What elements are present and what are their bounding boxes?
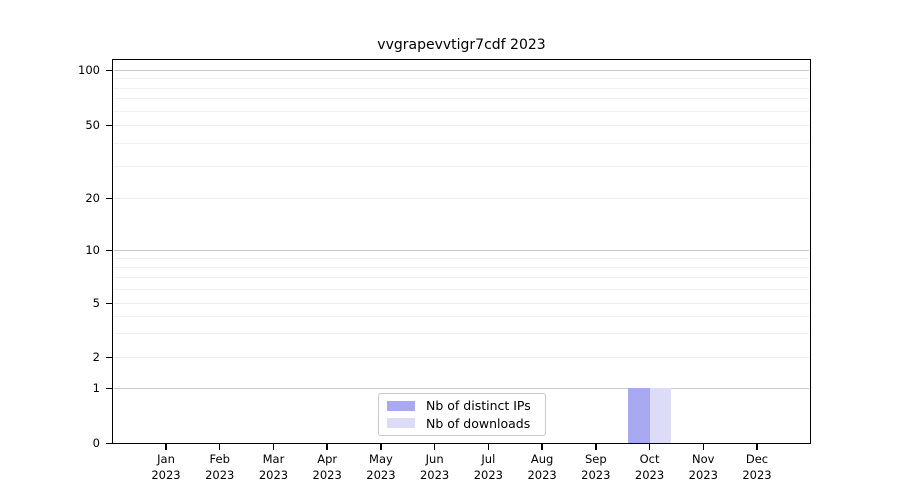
x-axis-tick-feb	[219, 444, 221, 450]
y-axis-tick-10	[106, 249, 113, 251]
minor-gridline-y-60	[114, 110, 809, 112]
legend-swatch-downloads	[387, 418, 415, 429]
gridline-y-50	[114, 125, 809, 126]
minor-gridline-y-30	[114, 165, 809, 167]
x-axis-tick-apr	[326, 444, 328, 450]
y-tick-label-20: 20	[85, 191, 100, 205]
y-tick-label-5: 5	[92, 296, 100, 310]
x-axis-tick-may	[380, 444, 382, 450]
x-tick-label-dec: Dec 2023	[742, 452, 772, 482]
x-axis-tick-dec	[756, 444, 758, 450]
minor-gridline-y-9	[114, 258, 809, 260]
y-tick-label-100: 100	[78, 63, 100, 77]
x-axis-tick-jun	[433, 444, 436, 450]
minor-gridline-y-70	[114, 98, 809, 100]
x-tick-label-aug: Aug 2023	[527, 452, 557, 482]
x-tick-label-jun: Jun 2023	[419, 452, 450, 482]
minor-gridline-y-90	[114, 78, 809, 80]
gridline-y-100	[114, 70, 809, 71]
legend: Nb of distinct IPs Nb of downloads	[378, 393, 546, 436]
y-axis-tick-100	[106, 69, 113, 71]
x-tick-label-oct: Oct 2023	[634, 452, 665, 482]
x-axis-tick-mar	[272, 444, 275, 450]
y-tick-label-1: 1	[92, 381, 100, 395]
gridline-y-5	[114, 303, 809, 304]
x-tick-label-mar: Mar 2023	[258, 452, 289, 482]
minor-gridline-y-7	[114, 277, 809, 279]
x-axis-tick-sep	[595, 444, 597, 450]
y-tick-label-0: 0	[92, 436, 100, 450]
legend-label-downloads: Nb of downloads	[426, 415, 531, 431]
plot-border	[112, 59, 811, 444]
y-tick-label-10: 10	[85, 243, 100, 257]
y-axis-tick-5	[106, 302, 113, 304]
x-axis-tick-nov	[702, 444, 704, 450]
x-tick-label-jan: Jan 2023	[151, 452, 181, 482]
minor-gridline-y-80	[114, 87, 809, 89]
legend-row-downloads: Nb of downloads	[387, 416, 537, 431]
x-axis-tick-oct	[648, 444, 651, 450]
x-tick-label-may: May 2023	[366, 452, 396, 482]
x-tick-label-feb: Feb 2023	[205, 452, 235, 482]
gridline-y-20	[114, 198, 809, 199]
y-axis-tick-20	[106, 197, 113, 199]
x-axis-tick-aug	[541, 444, 543, 450]
x-tick-label-sep: Sep 2023	[581, 452, 611, 482]
y-axis-tick-2	[106, 356, 113, 358]
gridline-y-1	[114, 388, 809, 389]
legend-swatch-distinct-ips	[387, 400, 415, 411]
y-tick-label-2: 2	[92, 350, 100, 364]
chart-title: vvgrapevvtigr7cdf 2023	[377, 37, 546, 53]
y-axis-tick-50	[106, 124, 113, 126]
gridline-y-2	[114, 357, 809, 358]
minor-gridline-y-3	[114, 333, 809, 335]
minor-gridline-y-40	[114, 142, 809, 144]
legend-row-distinct-ips: Nb of distinct IPs	[387, 398, 537, 413]
y-tick-label-50: 50	[85, 118, 100, 132]
x-tick-label-apr: Apr 2023	[312, 452, 342, 482]
x-tick-label-nov: Nov 2023	[688, 452, 718, 482]
bar-downloads-oct-2023	[649, 388, 672, 443]
x-axis-tick-jan	[165, 444, 167, 450]
minor-gridline-y-8	[114, 267, 809, 269]
bar-distinct-ips-oct-2023	[628, 388, 650, 443]
minor-gridline-y-4	[114, 316, 809, 318]
legend-label-distinct-ips: Nb of distinct IPs	[426, 398, 531, 414]
y-axis-tick-0	[106, 442, 113, 444]
minor-gridline-y-6	[114, 289, 809, 291]
gridline-y-10	[114, 250, 809, 251]
x-axis-tick-jul	[487, 444, 490, 450]
x-tick-label-jul: Jul 2023	[473, 452, 503, 482]
y-axis-tick-1	[106, 387, 113, 389]
